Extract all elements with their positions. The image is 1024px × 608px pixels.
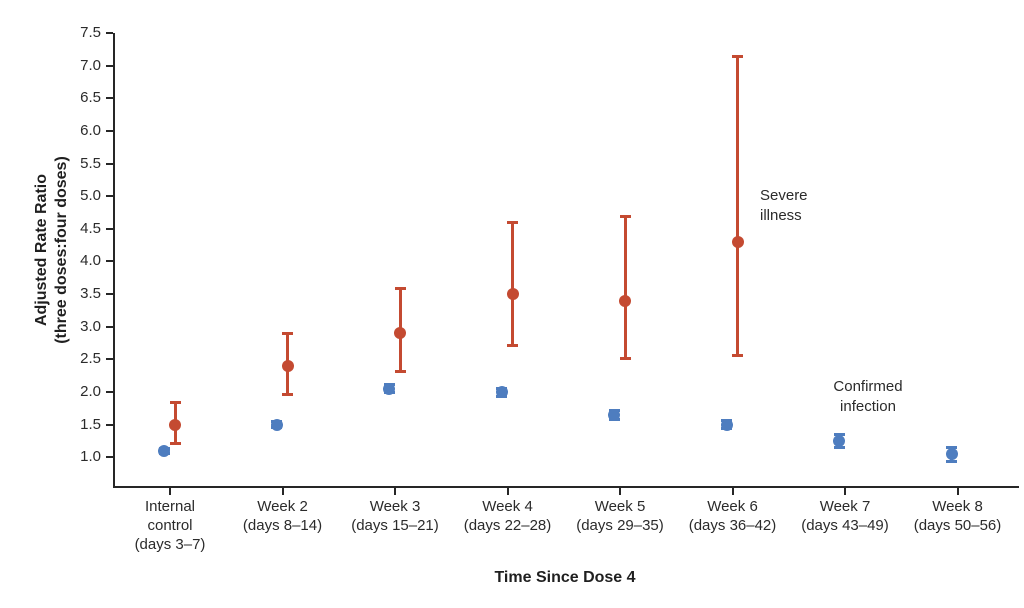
x-axis-category-label: Week 5 (days 29–35) (576, 498, 664, 534)
x-axis-category-label: Week 6 (days 36–42) (688, 498, 777, 534)
y-axis-tick (106, 293, 113, 296)
error-bar-cap-bottom (833, 446, 845, 450)
x-axis-tick (731, 488, 734, 495)
error-bar-cap-bottom (507, 344, 518, 348)
y-axis-tick-label: 4.5 (80, 219, 101, 237)
y-axis-tick (106, 195, 113, 198)
x-axis-category-label: Week 2 (days 8–14) (242, 498, 323, 534)
x-axis-category-label: Internal control (days 3–7) (134, 498, 206, 553)
y-axis-tick-label: 7.5 (80, 24, 101, 41)
error-bar-cap-top (833, 433, 845, 437)
x-axis-title: Time Since Dose 4 (494, 569, 636, 586)
y-axis-tick-label: 3.0 (80, 317, 101, 335)
data-point-confirmed-infection (945, 448, 958, 461)
plot-area: 1.0 1.5 2.0 2.5 3.0 3.5 4.0 4.5 5.0 5.5 6.0 6.5 7.0 7… (80, 25, 1019, 553)
x-axis-tick (281, 488, 284, 495)
y-axis-tick (106, 32, 113, 34)
y-axis-tick (106, 358, 113, 361)
error-bar-cap-top (732, 54, 743, 58)
y-axis-tick-label: 7.0 (80, 56, 101, 74)
y-axis-tick (106, 325, 113, 328)
data-point-confirmed-infection (383, 382, 395, 395)
data-point-severe-illness (619, 294, 631, 307)
y-axis-tick (106, 423, 113, 426)
y-axis-tick-label: 2.0 (80, 383, 101, 401)
y-axis-tick-label: 6.5 (80, 89, 101, 107)
data-point-confirmed-infection (833, 434, 845, 447)
error-bar-line (736, 55, 739, 357)
annotation-severe-illness: Severe illness (760, 187, 808, 224)
error-bar-cap-bottom (946, 459, 957, 463)
x-axis-tick (844, 488, 846, 495)
error-bar-line (511, 222, 514, 347)
data-point-confirmed-infection (270, 418, 283, 431)
y-axis-tick-label: 5.0 (80, 187, 101, 205)
error-bar-cap-top (619, 214, 631, 218)
data-point-confirmed-infection (720, 418, 733, 431)
y-axis-tick (106, 227, 113, 230)
x-axis-tick (506, 488, 509, 495)
y-axis-tick (106, 129, 113, 132)
y-axis-tick-label: 4.0 (80, 252, 101, 270)
x-axis-tick (169, 488, 171, 495)
error-bar-cap-bottom (619, 357, 631, 361)
error-bar-cap-bottom (169, 442, 181, 446)
y-axis-tick (106, 391, 113, 394)
x-axis-category-label: Week 4 (days 22–28) (463, 498, 552, 534)
error-bar-cap-top (394, 286, 406, 290)
error-bar-cap-top (946, 445, 957, 449)
y-axis-tick (106, 97, 113, 100)
error-bar-cap-bottom (394, 370, 406, 374)
y-axis-tick (106, 162, 113, 165)
data-point-confirmed-infection (158, 444, 170, 457)
data-point-severe-illness (731, 235, 744, 248)
error-bar-line (623, 215, 627, 360)
y-axis-tick-label: 2.5 (80, 350, 101, 368)
data-point-severe-illness (281, 359, 294, 372)
error-bar-cap-top (282, 332, 293, 336)
y-axis-tick (106, 456, 113, 459)
y-axis-tick-label: 5.5 (80, 154, 101, 172)
data-point-severe-illness (169, 418, 181, 431)
annotation-confirmed-infection: Confirmed infection (833, 378, 903, 415)
error-bar-cap-bottom (732, 354, 743, 358)
y-axis-tick-label: 6.0 (80, 121, 101, 139)
y-axis-tick (106, 260, 113, 263)
y-axis-tick (106, 64, 113, 67)
error-bar-cap-top (507, 221, 518, 225)
data-point-confirmed-infection (495, 386, 508, 399)
y-axis-tick-label: 3.5 (80, 285, 101, 303)
x-axis-tick (394, 488, 396, 495)
error-bar-cap-top (169, 400, 181, 404)
data-point-severe-illness (394, 327, 406, 340)
x-axis-category-label: Week 3 (days 15–21) (351, 498, 439, 534)
x-axis-category-label: Week 8 (days 50–56) (913, 498, 1002, 534)
error-bar-cap-bottom (282, 393, 293, 397)
y-axis-tick-label: 1.0 (80, 448, 101, 466)
data-point-severe-illness (506, 288, 519, 301)
x-axis-tick (619, 488, 621, 495)
x-axis-tick (956, 488, 959, 495)
y-axis-tick-label: 1.5 (80, 415, 101, 433)
x-axis-category-label: Week 7 (days 43–49) (801, 498, 889, 534)
data-point-confirmed-infection (608, 408, 620, 421)
